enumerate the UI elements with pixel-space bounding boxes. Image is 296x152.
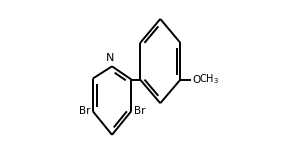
Text: O: O [192, 74, 200, 85]
Text: Br: Br [134, 106, 145, 116]
Text: N: N [106, 53, 115, 63]
Text: Br: Br [78, 106, 90, 116]
Text: CH$_3$: CH$_3$ [199, 73, 219, 86]
